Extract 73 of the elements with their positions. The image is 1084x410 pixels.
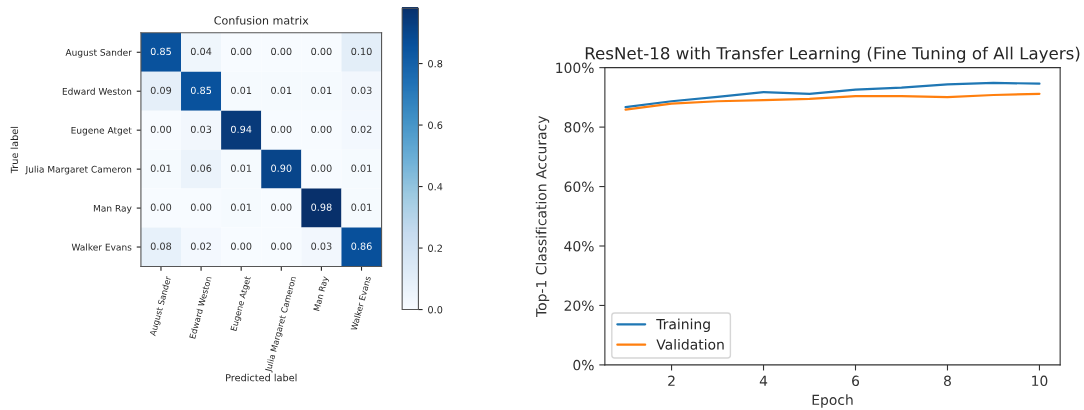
- data-label: 0.00: [150, 203, 172, 211]
- chart-title: Confusion matrix: [214, 16, 309, 25]
- line-series: [624, 92, 1041, 111]
- y-tick-label: 60%: [564, 181, 594, 193]
- line-series: [624, 81, 1041, 109]
- color-bar-label: 0.2: [428, 244, 442, 252]
- y-tick-label: 20%: [564, 300, 594, 311]
- y-tick-label: 100%: [556, 62, 594, 74]
- data-label: 0.00: [231, 242, 252, 250]
- data-label: 0.01: [231, 164, 252, 172]
- data-label: 0.00: [311, 47, 332, 56]
- data-label: 0.98: [311, 203, 332, 211]
- x-tick-label: 8: [944, 375, 951, 387]
- x-tick-label: August Sander: [149, 275, 173, 337]
- chart-title: ResNet-18 with Transfer Learning (Fine Tuning of All Layers): [585, 46, 1080, 63]
- data-label: 0.08: [150, 242, 172, 250]
- data-label: 0.04: [190, 47, 212, 56]
- y-tick-label: Edward Weston: [62, 87, 132, 95]
- data-label: 0.85: [190, 86, 212, 95]
- color-bar-label: 0.4: [428, 183, 443, 191]
- color-bar-label: 0.8: [428, 60, 443, 68]
- y-tick-label: Julia Margaret Cameron: [25, 165, 132, 175]
- y-tick-label: Man Ray: [93, 204, 132, 214]
- data-label: 0.00: [271, 47, 292, 56]
- legend-label: Validation: [656, 338, 724, 350]
- data-label: 0.00: [150, 125, 172, 133]
- x-tick-label: 10: [1032, 375, 1048, 387]
- y-tick-label: August Sander: [65, 48, 132, 58]
- data-label: 0.00: [311, 164, 332, 172]
- x-tick-label: Walker Evans: [350, 275, 371, 331]
- y-axis-title: Top-1 Classification Accuracy: [535, 115, 550, 318]
- x-tick-label: 6: [852, 375, 860, 387]
- data-label: 0.01: [351, 164, 372, 172]
- data-label: 0.06: [190, 164, 212, 172]
- data-label: 0.01: [351, 203, 372, 211]
- y-tick-label: 80%: [564, 122, 594, 133]
- x-axis-title: Epoch: [812, 394, 853, 408]
- data-label: 0.00: [231, 47, 252, 56]
- y-tick-label: 40%: [564, 240, 594, 252]
- data-label: 0.00: [271, 203, 292, 211]
- data-label: 0.01: [271, 86, 292, 95]
- data-label: 0.01: [311, 86, 332, 95]
- x-tick-label: Eugene Atget: [230, 275, 253, 332]
- data-label: 0.10: [351, 47, 372, 56]
- data-label: 0.00: [311, 125, 332, 133]
- data-label: 0.01: [231, 86, 252, 95]
- legend-label: Training: [656, 318, 710, 333]
- y-axis-title: True label: [10, 126, 19, 174]
- data-label: 0.01: [150, 164, 171, 172]
- y-tick-label: Eugene Atget: [71, 127, 132, 136]
- x-tick-label: Edward Weston: [189, 276, 212, 339]
- data-label: 0.86: [351, 242, 372, 250]
- x-tick-label: 2: [668, 375, 675, 386]
- y-tick-label: Walker Evans: [71, 243, 132, 251]
- data-label: 0.02: [190, 242, 211, 250]
- color-bar-label: 0.6: [428, 121, 443, 129]
- data-label: 0.90: [271, 164, 292, 172]
- color-bar-label: 0.0: [428, 306, 443, 314]
- data-label: 0.94: [231, 125, 252, 133]
- data-label: 0.85: [150, 47, 171, 56]
- data-label: 0.00: [271, 242, 292, 250]
- data-label: 0.02: [351, 125, 372, 133]
- data-label: 0.01: [231, 203, 252, 211]
- data-label: 0.03: [190, 125, 212, 133]
- x-tick-label: 4: [759, 375, 768, 386]
- x-axis-title: Predicted label: [226, 373, 297, 382]
- data-label: 0.00: [271, 125, 292, 133]
- data-label: 0.00: [190, 203, 212, 211]
- x-tick-label: Man Ray: [313, 275, 330, 312]
- data-label: 0.03: [311, 242, 332, 250]
- data-label: 0.03: [351, 86, 372, 95]
- y-tick-label: 0%: [573, 359, 594, 371]
- data-label: 0.09: [150, 86, 172, 95]
